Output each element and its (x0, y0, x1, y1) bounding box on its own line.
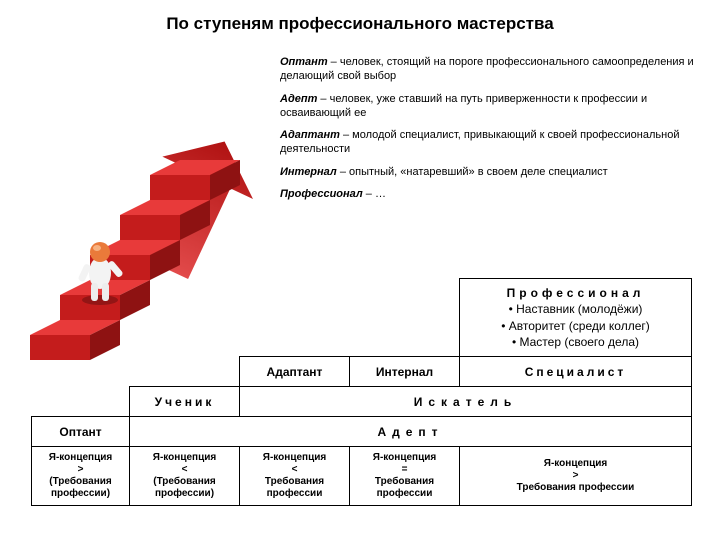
page-title: По ступеням профессионального мастерства (0, 0, 720, 34)
career-grid: Профессионал • Наставник (молодёжи) • Ав… (31, 278, 692, 506)
cell-optant: Оптант (32, 417, 130, 447)
concept-3: Я-концепция < Требования профессии (240, 447, 350, 506)
def-optant: Оптант – человек, стоящий на пороге проф… (280, 55, 695, 84)
cell-adaptant: Адаптант (240, 357, 350, 387)
concept-5: Я-концепция > Требования профессии (460, 447, 692, 506)
def-professional: Профессионал – … (280, 187, 695, 201)
definitions-block: Оптант – человек, стоящий на пороге проф… (280, 55, 695, 209)
def-internal: Интернал – опытный, «натаревший» в своем… (280, 165, 695, 179)
concept-1: Я-концепция > (Требования профессии) (32, 447, 130, 506)
cell-adept: Адепт (130, 417, 692, 447)
def-adept: Адепт – человек, уже ставший на путь при… (280, 92, 695, 121)
cell-iskatel: Искатель (240, 387, 692, 417)
cell-uchenik: Ученик (130, 387, 240, 417)
professional-box: Профессионал • Наставник (молодёжи) • Ав… (460, 279, 692, 357)
def-adaptant: Адаптант – молодой специалист, привыкающ… (280, 128, 695, 157)
concept-4: Я-концепция = Требования профессии (350, 447, 460, 506)
cell-specialist: Специалист (460, 357, 692, 387)
concept-2: Я-концепция < (Требования профессии) (130, 447, 240, 506)
cell-internal: Интернал (350, 357, 460, 387)
